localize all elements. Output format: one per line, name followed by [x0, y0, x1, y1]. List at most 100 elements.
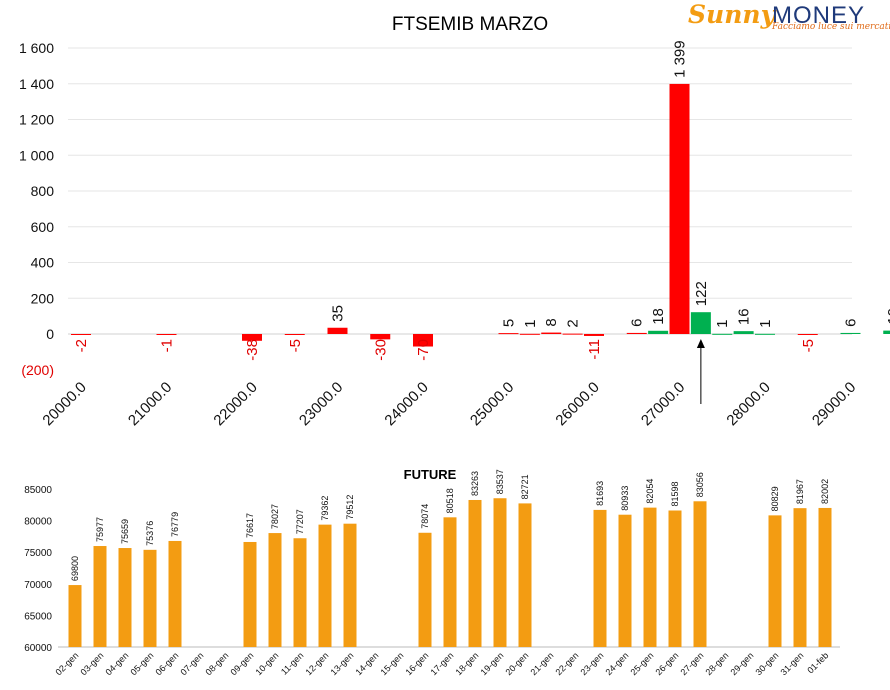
- bar-value-label: 82054: [645, 479, 655, 504]
- bar: [593, 509, 607, 647]
- x-tick-label: 27000.0: [638, 379, 688, 429]
- bar: [690, 312, 711, 334]
- bar-value-label: 80933: [620, 486, 630, 511]
- y-tick-label: 85000: [24, 485, 52, 496]
- x-tick-label: 10-gen: [254, 650, 281, 677]
- bar: [468, 499, 482, 647]
- bar-value-label: 6: [629, 319, 646, 327]
- x-tick-label: 30-gen: [754, 650, 781, 677]
- bar-value-label: 35: [330, 305, 347, 322]
- bar: [343, 523, 357, 647]
- bar-value-label: 1: [522, 319, 539, 327]
- x-tick-label: 20-gen: [504, 650, 531, 677]
- bar: [584, 334, 604, 336]
- x-tick-label: 31-gen: [779, 650, 806, 677]
- bar: [519, 333, 540, 335]
- x-tick-label: 17-gen: [429, 650, 456, 677]
- y-tick-label: 200: [31, 290, 55, 306]
- bar-value-label: -11: [586, 339, 603, 360]
- y-tick-label: 60000: [24, 643, 52, 654]
- bar-value-label: -30: [372, 339, 389, 361]
- logo-word-money: MONEY: [772, 2, 866, 29]
- bar: [68, 585, 82, 647]
- bar: [93, 546, 107, 647]
- options-open-interest-chart: FTSEMIB MARZO (200) 0 200 400 600 800 1 000 1 20…: [19, 14, 890, 429]
- y-tick-label: 80000: [24, 517, 52, 528]
- bar-value-label: 79512: [345, 495, 355, 520]
- bar: [883, 330, 890, 334]
- bar-value-label: 80829: [770, 486, 780, 511]
- bar-value-label: 78074: [420, 504, 430, 529]
- y-tick-label: 1 200: [19, 112, 54, 128]
- bar-value-label: 79362: [320, 496, 330, 521]
- y-tick-label: 1 600: [19, 40, 54, 56]
- bar-value-label: 5: [501, 319, 518, 327]
- x-tick-label: 18-gen: [454, 650, 481, 677]
- bar: [268, 533, 282, 647]
- bar: [797, 334, 818, 335]
- bar-value-label: -70: [415, 339, 432, 361]
- bar: [733, 331, 754, 334]
- y-tick-label: 75000: [24, 548, 52, 559]
- bar: [669, 83, 690, 335]
- chart-title: FUTURE: [404, 467, 457, 482]
- x-tick-label: 08-gen: [204, 650, 231, 677]
- bar-value-label: 8: [543, 318, 560, 326]
- bar-value-label: 81598: [670, 481, 680, 506]
- bar-value-label: 19: [885, 308, 890, 325]
- x-tick-label: 25000.0: [467, 379, 517, 429]
- bar-value-label: 78027: [270, 504, 280, 529]
- bar: [443, 517, 457, 647]
- x-tick-label: 22-gen: [554, 650, 581, 677]
- bar-value-label: 76617: [245, 513, 255, 538]
- bar-value-label: 6: [843, 319, 860, 327]
- bar: [618, 514, 632, 647]
- logo-word-sunny: Sunny: [688, 0, 776, 29]
- y-tick-label: 70000: [24, 580, 52, 591]
- x-tick-label: 28-gen: [704, 650, 731, 677]
- x-tick-label: 21-gen: [529, 650, 556, 677]
- bar-value-label: 16: [736, 308, 753, 325]
- x-tick-label: 25-gen: [629, 650, 656, 677]
- x-tick-label: 16-gen: [404, 650, 431, 677]
- bar: [327, 327, 348, 334]
- y-tick-label: 400: [31, 255, 55, 271]
- x-tick-label: 24-gen: [604, 650, 631, 677]
- x-tick-label: 26-gen: [654, 650, 681, 677]
- bar-value-label: 80518: [445, 488, 455, 513]
- x-tick-label: 12-gen: [304, 650, 331, 677]
- x-tick-label: 15-gen: [379, 650, 406, 677]
- bar: [643, 507, 657, 647]
- x-tick-label: 29000.0: [809, 379, 859, 429]
- bar: [168, 540, 182, 647]
- bar: [318, 524, 332, 647]
- bar: [493, 498, 507, 647]
- bar: [712, 333, 733, 335]
- x-tick-label: 27-gen: [679, 650, 706, 677]
- bar-value-label: 82721: [520, 474, 530, 499]
- bar: [693, 501, 707, 647]
- bar: [668, 510, 682, 647]
- bar: [418, 532, 432, 647]
- bar-value-label: 82002: [820, 479, 830, 504]
- bar: [156, 334, 177, 335]
- chart-title: FTSEMIB MARZO: [392, 14, 548, 35]
- bar: [755, 333, 775, 335]
- x-tick-label: 23-gen: [579, 650, 606, 677]
- y-tick-label: 1 000: [19, 147, 54, 163]
- x-tick-label: 26000.0: [552, 379, 602, 429]
- bar-value-label: 18: [650, 308, 667, 325]
- bar-value-label: -5: [800, 339, 817, 352]
- bar: [413, 334, 433, 347]
- y-tick-label: (200): [21, 362, 54, 378]
- bar-value-label: 76779: [170, 512, 180, 537]
- x-tick-label: 29-gen: [729, 650, 756, 677]
- bar: [648, 330, 669, 334]
- x-tick-label: 02-gen: [54, 650, 81, 677]
- bar: [293, 538, 307, 647]
- x-tick-label: 09-gen: [229, 650, 256, 677]
- sunny-money-logo: Sunny MONEY Facciamo luce sui mercati: [688, 0, 890, 40]
- y-tick-label: 600: [31, 219, 55, 235]
- bar: [541, 332, 562, 334]
